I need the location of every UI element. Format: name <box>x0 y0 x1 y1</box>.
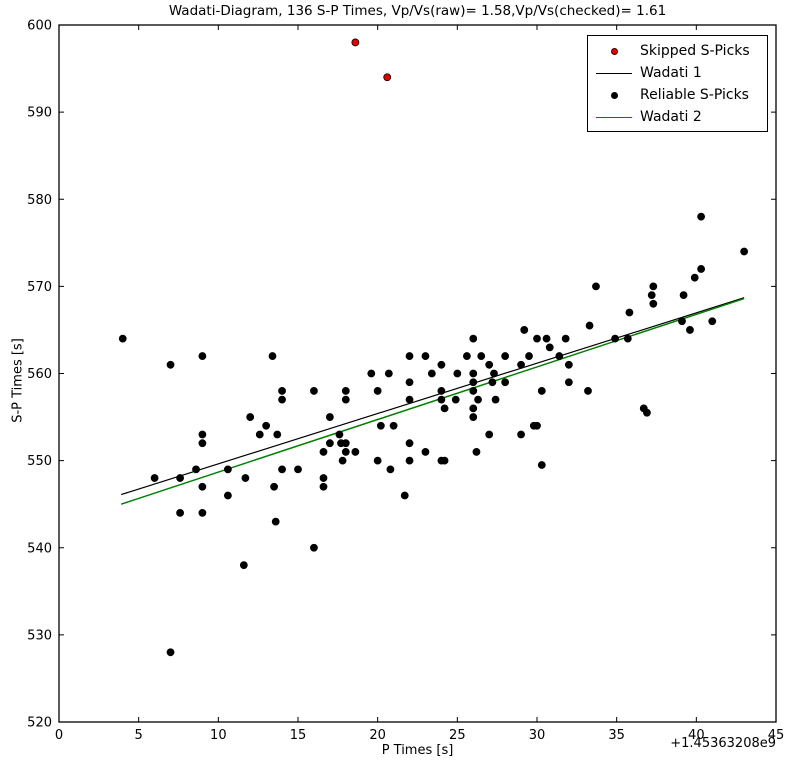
y-axis-label: S-P Times [s] <box>10 338 26 423</box>
series-wadati-2 <box>120 297 745 505</box>
legend-label: Wadati 2 <box>640 109 702 125</box>
wadati-2-line-icon <box>588 116 640 118</box>
legend-label: Reliable S-Picks <box>640 87 749 103</box>
series-skipped-s-picks <box>351 38 392 82</box>
y-tick-label: 560 <box>27 367 52 382</box>
x-tick-label: 30 <box>529 728 546 743</box>
y-tick-label: 590 <box>27 106 52 121</box>
x-tick-label: 35 <box>608 728 625 743</box>
legend: Skipped S-Picks Wadati 1 Reliable S-Pick… <box>587 35 768 132</box>
x-tick-label: 0 <box>55 728 63 743</box>
x-tick-label: 5 <box>135 728 143 743</box>
legend-label: Wadati 1 <box>640 65 702 81</box>
legend-label: Skipped S-Picks <box>640 43 750 59</box>
legend-item-wadati-2: Wadati 2 <box>588 106 767 128</box>
x-axis-label: P Times [s] <box>381 743 454 758</box>
wadati-1-line-icon <box>588 72 640 74</box>
chart-title: Wadati-Diagram, 136 S-P Times, Vp/Vs(raw… <box>168 3 667 19</box>
y-tick-label: 520 <box>27 716 52 731</box>
y-tick-label: 550 <box>27 454 52 469</box>
y-tick-label: 600 <box>27 19 52 34</box>
y-tick-label: 540 <box>27 541 52 556</box>
series-reliable-s-picks <box>118 212 749 657</box>
x-tick-label: 10 <box>210 728 227 743</box>
y-tick-label: 570 <box>27 280 52 295</box>
legend-item-skipped-s-picks: Skipped S-Picks <box>588 40 767 62</box>
x-axis-offset-label: +1.45363208e9 <box>670 736 776 751</box>
x-tick-label: 15 <box>290 728 307 743</box>
x-tick-label: 40 <box>688 728 705 743</box>
legend-item-reliable-s-picks: Reliable S-Picks <box>588 84 767 106</box>
series-wadati-1 <box>120 297 745 496</box>
y-tick-label: 530 <box>27 628 52 643</box>
x-tick-label: 25 <box>449 728 466 743</box>
legend-item-wadati-1: Wadati 1 <box>588 62 767 84</box>
x-tick-label: 45 <box>768 728 785 743</box>
y-tick-label: 580 <box>27 193 52 208</box>
axis-ticks: 0 5 10 15 20 25 30 35 40 45 520 530 540 550 560 570 580 5… <box>27 19 784 744</box>
reliable-s-picks-dot-icon <box>588 91 640 99</box>
x-tick-label: 20 <box>369 728 386 743</box>
skipped-s-picks-dot-icon <box>588 47 640 55</box>
